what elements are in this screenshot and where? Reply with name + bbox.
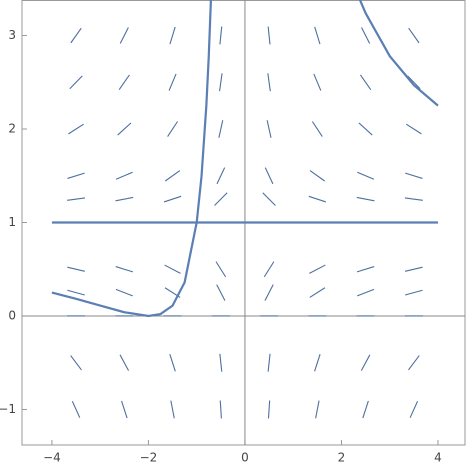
slope-segment (67, 289, 85, 296)
y-tick-label: −1 (0, 402, 16, 416)
slope-segment (219, 26, 223, 45)
slope-segment (218, 120, 224, 138)
slope-segment (267, 73, 271, 92)
slope-segment (360, 354, 371, 371)
slope-segment (216, 167, 226, 185)
slope-segment (67, 172, 85, 179)
slope-segment (170, 400, 175, 419)
slope-segment (357, 171, 375, 180)
slope-segment (216, 284, 226, 301)
x-tick-label: −4 (43, 451, 61, 465)
slope-segment (169, 353, 176, 372)
x-tick-label: 4 (434, 451, 442, 465)
slope-segment (314, 26, 321, 45)
slope-segment (408, 355, 420, 371)
slope-segment (264, 284, 274, 301)
y-tick-label: 1 (8, 215, 16, 229)
slope-segment (356, 266, 375, 273)
slope-segment (71, 401, 81, 418)
slope-segment (67, 197, 86, 201)
slope-segment (69, 75, 83, 90)
y-tick-label: 0 (8, 308, 16, 322)
slope-segment (361, 27, 371, 44)
slope-segment (267, 400, 271, 419)
slope-segment (118, 74, 130, 90)
x-tick-label: 2 (338, 451, 346, 465)
slope-segment (309, 264, 326, 274)
solution-curve (51, 0, 213, 318)
slope-segment (67, 266, 85, 272)
slope-segment (215, 261, 227, 278)
slope-segment (404, 197, 423, 201)
slope-segment (407, 75, 421, 90)
slope-segment (164, 264, 181, 274)
slope-segment (356, 196, 375, 202)
y-tick-label: 2 (8, 122, 16, 136)
slope-segment (119, 354, 130, 371)
x-tick-label: 0 (241, 451, 249, 465)
slope-segment (315, 400, 320, 419)
slope-segment (115, 196, 134, 202)
slope-segment (309, 287, 326, 298)
slope-segment (404, 266, 423, 272)
slope-segment (264, 167, 274, 185)
slope-segment (359, 74, 372, 90)
slope-segment (313, 73, 322, 91)
slope-segment (70, 27, 82, 44)
slope-segment (214, 192, 228, 206)
curves (51, 0, 439, 318)
slope-segment (409, 401, 419, 418)
slope-segment (311, 121, 323, 137)
slope-segment (267, 353, 271, 372)
slope-segment (356, 288, 375, 297)
slope-segment (115, 288, 133, 297)
slope-segment (267, 26, 271, 45)
slope-segment (263, 261, 275, 278)
x-tick-label: −2 (140, 451, 158, 465)
slope-segment (70, 355, 82, 371)
slope-segment (164, 170, 181, 182)
slope-segment (115, 171, 133, 180)
slope-segment (408, 27, 420, 44)
slope-segment (405, 172, 423, 179)
slope-segment (309, 170, 325, 182)
slope-segment (262, 192, 276, 206)
slope-segment (362, 400, 369, 419)
slope-segment (358, 122, 373, 136)
slope-segment (308, 195, 327, 203)
y-tick-label: 3 (8, 28, 16, 42)
slope-segment (405, 289, 423, 296)
solution-curve (358, 0, 439, 107)
slope-segment (405, 123, 422, 135)
slope-segment (169, 26, 176, 45)
slope-segment (163, 195, 182, 203)
slope-segment (119, 27, 129, 44)
slope-segment (121, 400, 128, 419)
slope-segment (219, 73, 223, 92)
slope-segment (117, 122, 132, 136)
slope-segment (219, 353, 223, 372)
slope-segment (167, 121, 178, 137)
slope-segment (168, 73, 177, 91)
slope-segment (219, 400, 222, 419)
slope-segment (266, 120, 272, 138)
slope-segment (314, 353, 321, 372)
slope-segment (115, 266, 134, 273)
slope-segment (68, 123, 84, 135)
